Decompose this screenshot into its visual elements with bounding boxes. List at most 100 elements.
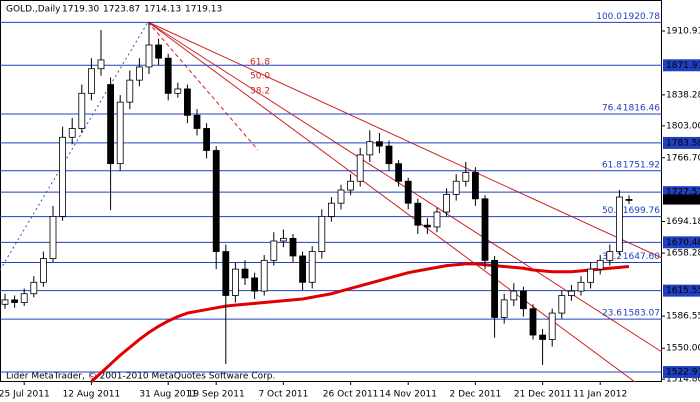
candle-body: [193, 114, 201, 129]
x-tick-label: 21 Dec 2011: [514, 390, 572, 400]
y-tick-label: 1550.00: [666, 344, 700, 354]
candle-body: [539, 334, 546, 340]
plot-frame: [0, 0, 662, 382]
candle-body: [433, 211, 441, 228]
candle-body: [183, 88, 191, 116]
candle-body: [404, 180, 412, 204]
candle-body: [616, 196, 623, 252]
fib-price: 1647.60: [623, 252, 660, 262]
x-tick-label: 11 Jan 2012: [573, 390, 627, 400]
candle-body: [40, 258, 47, 283]
current-price: 1719.13: [666, 195, 700, 205]
chart-title: GOLD.,Daily: [6, 5, 61, 15]
candle-body: [375, 141, 383, 147]
candle-body: [385, 145, 393, 165]
candle-body: [471, 172, 479, 200]
candle-body: [452, 180, 460, 195]
candle-body: [222, 251, 230, 296]
fan-label: 50.0: [250, 72, 270, 82]
y-tick-label: 1514.80: [666, 375, 700, 385]
level-label: 1670.48: [666, 238, 700, 248]
level-box: [663, 59, 700, 72]
level-label: 1783.58: [666, 138, 700, 148]
y-tick-label: 1694.18: [666, 217, 700, 227]
y-tick-label: 1803.00: [666, 121, 700, 131]
fib-price: 1816.46: [623, 104, 660, 114]
candle-body: [481, 198, 489, 261]
candle-body: [279, 237, 287, 242]
candle-body: [356, 154, 364, 182]
candle-body: [231, 268, 239, 296]
candle-body: [395, 163, 403, 182]
y-tick-label: 1838.28: [666, 90, 700, 100]
level-label: 1615.55: [666, 286, 700, 296]
candle-body: [558, 295, 566, 314]
level-box: [663, 284, 700, 297]
header-value: 1719.30: [62, 5, 99, 15]
x-tick-label: 7 Oct 2011: [258, 390, 308, 400]
candle-body: [308, 251, 316, 283]
candle-body: [289, 237, 297, 257]
candle-body: [270, 240, 278, 261]
candle-body: [500, 299, 508, 318]
y-tick-label: 1910.91: [666, 27, 700, 37]
fib-price: 1699.76: [623, 206, 660, 216]
candle-body: [625, 199, 633, 201]
candle-body: [212, 150, 220, 252]
moving-average: [90, 262, 630, 383]
candle-body: [135, 66, 143, 81]
candle-body: [606, 251, 614, 261]
y-tick-label: 1766.70: [666, 153, 700, 163]
fan-label: 38.2: [250, 87, 270, 97]
level-label: 1871.91: [666, 61, 700, 71]
candle-body: [366, 141, 374, 156]
candle-body: [88, 68, 95, 94]
level-label: 1522.91: [666, 368, 700, 378]
candle-body: [462, 172, 470, 182]
level-box: [663, 366, 700, 379]
candle-body: [126, 79, 134, 103]
fib-ratio: 23.6: [602, 309, 622, 319]
candle-body: [164, 57, 172, 94]
candle-body: [529, 308, 537, 336]
candle-body: [11, 299, 19, 303]
candle-body: [251, 277, 259, 292]
candle-body: [587, 268, 594, 283]
fib-ratio: 50.0: [602, 206, 622, 216]
y-tick-label: 1658.28: [666, 249, 700, 259]
fib-price: 1751.92: [623, 160, 660, 170]
candle-body: [414, 202, 422, 226]
candle-body: [510, 290, 518, 301]
x-tick-label: 19 Sep 2011: [188, 390, 245, 400]
header-value: 1714.13: [144, 5, 181, 15]
candle-body: [1, 299, 9, 305]
candle-body: [203, 128, 211, 151]
candle-body: [68, 128, 76, 138]
header-value: 1723.87: [103, 5, 140, 15]
candle-body: [299, 255, 307, 283]
candle-body: [107, 84, 114, 165]
fib-fan-base: [0, 21, 149, 271]
y-tick-label: 1586.55: [666, 312, 700, 322]
candle-body: [347, 180, 355, 191]
fan-line: [147, 21, 663, 259]
x-tick-label: 14 Nov 2011: [379, 390, 437, 400]
fan-label: 61.8: [250, 58, 270, 68]
candle-body: [155, 44, 163, 59]
fib-ratio: 76.4: [602, 104, 622, 114]
candle-body: [318, 215, 326, 252]
candle-body: [443, 194, 451, 213]
candle-body: [145, 44, 153, 68]
candle-body: [327, 202, 335, 217]
candle-body: [49, 215, 57, 259]
candle-body: [241, 268, 249, 279]
candle-body: [491, 259, 499, 318]
level-box: [663, 236, 700, 249]
candle-body: [78, 92, 86, 129]
level-label: 1727.57: [666, 188, 700, 198]
fib-price: 1920.78: [623, 12, 660, 22]
x-tick-label: 12 Aug 2011: [63, 390, 121, 400]
x-tick-label: 25 Jul 2011: [0, 390, 50, 400]
candle-body: [30, 281, 38, 295]
